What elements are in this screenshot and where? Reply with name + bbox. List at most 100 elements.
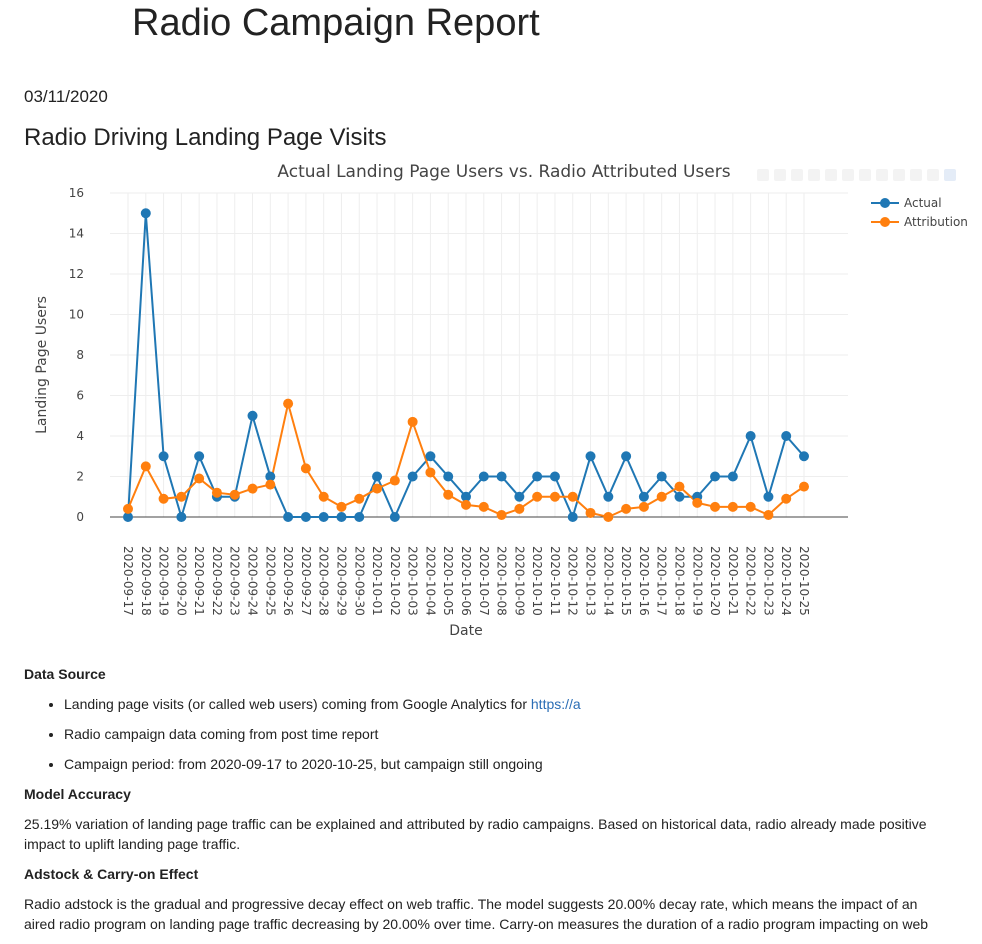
data-point[interactable] (354, 512, 365, 522)
data-point[interactable] (300, 512, 311, 522)
data-point[interactable] (692, 497, 703, 508)
data-point[interactable] (727, 501, 738, 512)
data-point[interactable] (336, 501, 347, 512)
x-tick-label: 2020-10-09 (512, 546, 526, 616)
data-point[interactable] (123, 512, 133, 522)
data-point[interactable] (621, 503, 632, 514)
list-item: Landing page visits (or called web users… (64, 694, 944, 714)
chart-modebar[interactable] (752, 168, 956, 186)
data-point[interactable] (194, 451, 205, 462)
data-point[interactable] (532, 491, 543, 502)
data-point[interactable] (603, 491, 614, 502)
legend-label[interactable]: Attribution (904, 215, 968, 229)
data-point[interactable] (283, 398, 294, 409)
data-point[interactable] (567, 512, 578, 522)
data-point[interactable] (549, 491, 560, 502)
data-point[interactable] (585, 451, 596, 462)
y-tick-label: 4 (76, 429, 84, 443)
data-point[interactable] (372, 471, 383, 482)
data-point[interactable] (336, 512, 347, 522)
data-point[interactable] (727, 471, 738, 482)
data-point[interactable] (710, 471, 721, 482)
data-point[interactable] (478, 471, 489, 482)
data-point[interactable] (674, 481, 685, 492)
data-point[interactable] (176, 512, 187, 522)
data-point[interactable] (176, 491, 187, 502)
data-point[interactable] (567, 491, 578, 502)
data-point[interactable] (140, 208, 151, 219)
data-point[interactable] (496, 509, 507, 520)
zoom-in-icon[interactable] (825, 169, 837, 181)
data-point[interactable] (656, 471, 667, 482)
data-point[interactable] (710, 501, 721, 512)
data-point[interactable] (603, 512, 614, 522)
data-point[interactable] (407, 471, 418, 482)
data-point[interactable] (514, 491, 525, 502)
plotly-logo-icon[interactable] (944, 169, 956, 181)
data-point[interactable] (425, 467, 436, 478)
data-point[interactable] (283, 512, 294, 522)
data-point[interactable] (461, 499, 471, 510)
data-point[interactable] (549, 471, 560, 482)
data-point[interactable] (389, 512, 400, 522)
camera-icon[interactable] (757, 169, 769, 181)
data-point[interactable] (247, 483, 258, 494)
data-point[interactable] (123, 503, 133, 514)
series-points[interactable] (123, 208, 809, 522)
data-point[interactable] (211, 487, 222, 498)
box-select-icon[interactable] (808, 169, 820, 181)
data-point[interactable] (158, 451, 169, 462)
x-tick-label: 2020-10-10 (530, 546, 544, 616)
list-item: Radio campaign data coming from post tim… (64, 724, 944, 744)
data-point[interactable] (229, 489, 240, 500)
zoom-icon[interactable] (774, 169, 786, 181)
data-point[interactable] (656, 491, 667, 502)
x-tick-label: 2020-09-27 (299, 546, 313, 616)
hover-compare-icon[interactable] (927, 169, 939, 181)
data-point[interactable] (300, 463, 311, 474)
data-point[interactable] (425, 451, 436, 462)
data-point[interactable] (372, 483, 383, 494)
data-point[interactable] (461, 491, 471, 502)
analytics-link[interactable]: https://a (530, 696, 581, 712)
legend-label[interactable]: Actual (904, 196, 942, 210)
zoom-out-icon[interactable] (842, 169, 854, 181)
data-point[interactable] (763, 509, 774, 520)
data-point[interactable] (638, 501, 649, 512)
data-point[interactable] (781, 431, 792, 441)
pan-icon[interactable] (791, 169, 803, 181)
data-point[interactable] (318, 512, 329, 522)
data-point[interactable] (478, 501, 489, 512)
data-point[interactable] (247, 410, 258, 421)
data-point[interactable] (443, 471, 454, 482)
data-point[interactable] (158, 493, 169, 504)
data-point[interactable] (496, 471, 507, 482)
data-point[interactable] (799, 481, 809, 492)
hover-closest-icon[interactable] (910, 169, 922, 181)
chart-legend[interactable]: Actual Attribution (871, 196, 968, 229)
reset-axes-icon[interactable] (876, 169, 888, 181)
data-point[interactable] (389, 475, 400, 486)
data-point[interactable] (799, 451, 809, 462)
data-point[interactable] (585, 507, 596, 518)
data-point[interactable] (745, 501, 756, 512)
data-point[interactable] (532, 471, 543, 482)
data-point[interactable] (763, 491, 774, 502)
data-point[interactable] (140, 461, 151, 472)
autoscale-icon[interactable] (859, 169, 871, 181)
data-point[interactable] (514, 503, 525, 514)
data-point[interactable] (621, 451, 632, 462)
data-point[interactable] (265, 479, 276, 490)
data-point[interactable] (638, 491, 649, 502)
data-point[interactable] (265, 471, 276, 482)
data-point[interactable] (674, 491, 685, 502)
data-point[interactable] (354, 493, 365, 504)
data-point[interactable] (745, 431, 756, 441)
data-point[interactable] (318, 491, 329, 502)
spike-lines-icon[interactable] (893, 169, 905, 181)
line-chart[interactable]: Actual Landing Page Users vs. Radio Attr… (0, 156, 982, 656)
data-point[interactable] (194, 473, 205, 484)
data-point[interactable] (443, 489, 454, 500)
data-point[interactable] (781, 493, 792, 504)
data-point[interactable] (407, 416, 418, 427)
